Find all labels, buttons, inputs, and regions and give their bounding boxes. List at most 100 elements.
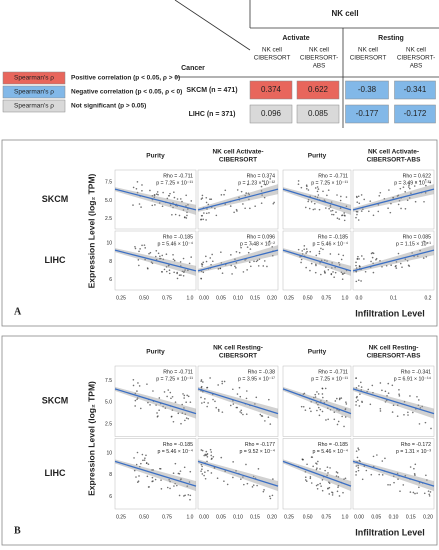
- scatter-dot: [209, 257, 212, 259]
- scatter-dot: [360, 381, 362, 384]
- scatter-dot: [423, 492, 426, 495]
- scatter-dot: [331, 267, 333, 269]
- stat-annotation: Rho = -0.711: [163, 173, 193, 179]
- cell: [345, 80, 389, 100]
- scatter-dot: [331, 494, 334, 496]
- scatter-dot: [147, 463, 150, 465]
- scatter-dot: [379, 408, 382, 410]
- scatter-dot: [166, 395, 168, 398]
- scatter-dot: [268, 398, 270, 401]
- scatter-dot: [367, 388, 370, 391]
- column-header: ABS: [313, 63, 326, 70]
- scatter-dot: [372, 391, 374, 394]
- scatter-dot: [179, 470, 182, 472]
- scatter-dot: [236, 210, 238, 212]
- scatter-dot: [189, 494, 192, 497]
- scatter-dot: [372, 262, 374, 265]
- scatter-dot: [322, 190, 324, 193]
- scatter-dot: [214, 207, 216, 210]
- scatter-dot: [344, 416, 347, 418]
- scatter-dot: [381, 474, 384, 476]
- regression-line: [352, 388, 435, 415]
- scatter-dot: [364, 270, 367, 273]
- scatter-dot: [320, 259, 323, 262]
- row-label: SKCM: [42, 194, 69, 204]
- x-tick-label: 0.75: [321, 514, 331, 520]
- x-tick-label: 0.75: [162, 295, 172, 301]
- scatter-dot: [372, 252, 375, 255]
- regression-line: [352, 249, 435, 272]
- scatter-dot: [264, 420, 266, 422]
- cell-value: -0.38: [358, 85, 377, 94]
- scatter-dot: [169, 391, 172, 394]
- scatter-dot: [140, 462, 142, 465]
- stat-annotation: p = 5.46 × 10⁻⁴: [312, 449, 348, 455]
- scatter-dot: [264, 183, 267, 186]
- scatter-dot: [259, 413, 262, 416]
- scatter-dot: [230, 254, 232, 256]
- scatter-dot: [139, 407, 142, 410]
- scatter-dot: [419, 249, 421, 252]
- scatter-dot: [139, 248, 141, 250]
- scatter-dot: [395, 267, 398, 269]
- scatter-dot: [328, 207, 330, 210]
- scatter-dot: [345, 196, 348, 198]
- stat-annotation: p = 3.95 × 10⁻¹⁷: [238, 376, 275, 382]
- scatter-dot: [247, 192, 250, 195]
- scatter-dot: [180, 274, 182, 276]
- scatter-dot: [355, 261, 357, 264]
- scatter-dot: [331, 262, 333, 264]
- scatter-dot: [224, 470, 226, 473]
- scatter-dot: [370, 252, 373, 255]
- scatter-dot: [147, 401, 149, 404]
- scatter-dot: [219, 267, 222, 269]
- scatter-dot: [314, 208, 316, 210]
- scatter-dot: [334, 271, 337, 274]
- column-header: CIBERSORT-: [300, 55, 338, 62]
- scatter-dot: [251, 243, 253, 245]
- cell-value: -0.172: [404, 109, 427, 118]
- scatter-dot: [414, 463, 417, 466]
- scatter-dot: [256, 259, 259, 262]
- scatter-dot: [302, 393, 305, 395]
- stat-annotation: Rho = 0.622: [403, 173, 432, 179]
- scatter-dot: [142, 459, 144, 462]
- cell: [296, 104, 340, 124]
- scatter-dot: [166, 486, 169, 489]
- scatter-dot: [387, 382, 390, 385]
- scatter-dot: [187, 269, 189, 272]
- scatter-dot: [329, 467, 331, 469]
- scatter-dot: [261, 415, 264, 417]
- scatter-dot: [165, 266, 168, 268]
- scatter-dot: [272, 202, 275, 205]
- scatter-dot: [396, 415, 399, 417]
- scatter-dot: [205, 255, 207, 258]
- scatter-dot: [235, 267, 237, 269]
- scatter-dot: [310, 262, 313, 265]
- scatter-dot: [378, 194, 381, 197]
- scatter-dot: [356, 456, 359, 459]
- scatter-dot: [154, 255, 157, 258]
- scatter-dot: [335, 471, 338, 473]
- scatter-dot: [134, 399, 137, 402]
- scatter-dot: [317, 194, 320, 196]
- cell: [394, 80, 436, 100]
- column-header: NK cell: [406, 47, 426, 54]
- scatter-dot: [238, 386, 241, 389]
- regression-line: [282, 388, 352, 415]
- scatter-dot: [396, 404, 399, 407]
- scatter-dot: [200, 263, 203, 265]
- scatter-dot: [336, 423, 339, 426]
- scatter-dot: [360, 194, 363, 196]
- scatter-dot: [315, 264, 317, 267]
- scatter-dot: [426, 479, 428, 481]
- scatter-dot: [399, 187, 402, 190]
- scatter-dot: [168, 478, 170, 481]
- scatter-dot: [357, 464, 359, 467]
- scatter-dot: [397, 194, 400, 197]
- scatter-dot: [240, 478, 242, 480]
- scatter-dot: [317, 483, 319, 486]
- scatter-dot: [239, 411, 241, 413]
- y-tick-label: 8: [109, 472, 112, 478]
- scatter-dot: [212, 398, 214, 401]
